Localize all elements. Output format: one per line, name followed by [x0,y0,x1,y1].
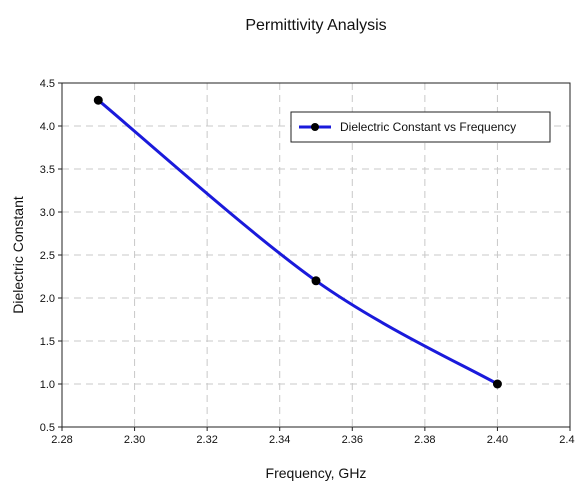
legend-marker [311,123,319,131]
y-tick-label: 4.0 [40,121,55,133]
legend-box [290,111,551,143]
x-tick-label: 2.28 [51,434,72,446]
y-tick-label: 0.5 [40,422,55,434]
x-tick-label: 2.34 [269,434,290,446]
x-tick-label: 2.30 [124,434,145,446]
y-tick-label: 1.0 [40,379,55,391]
y-tick-label: 3.0 [40,207,55,219]
x-tick-label: 2.40 [487,434,508,446]
y-tick-label: 2.5 [40,250,55,262]
y-tick-label: 1.5 [40,336,55,348]
y-tick-label: 2.0 [40,293,55,305]
legend: Dielectric Constant vs Frequency [290,111,551,143]
y-axis-label: Dielectric Constant [10,196,26,314]
x-tick-label: 2.42 [559,434,575,446]
x-tick-label: 2.38 [414,434,435,446]
legend-label: Dielectric Constant vs Frequency [340,120,516,134]
data-point [492,379,502,389]
data-point [93,95,103,105]
x-tick-label: 2.32 [196,434,217,446]
y-tick-label: 4.5 [40,78,55,90]
y-tick-label: 3.5 [40,164,55,176]
x-axis-label: Frequency, GHz [266,465,367,481]
series-layer [93,95,502,389]
data-point [311,276,321,286]
x-axis-ticks: 2.28 2.30 2.32 2.34 2.36 2.38 2.40 2.42 [51,427,575,446]
y-axis-ticks: 0.5 1.0 1.5 2.0 2.5 3.0 3.5 4.0 4.5 [40,78,62,434]
x-tick-label: 2.36 [342,434,363,446]
chart-title: Permittivity Analysis [245,17,386,34]
